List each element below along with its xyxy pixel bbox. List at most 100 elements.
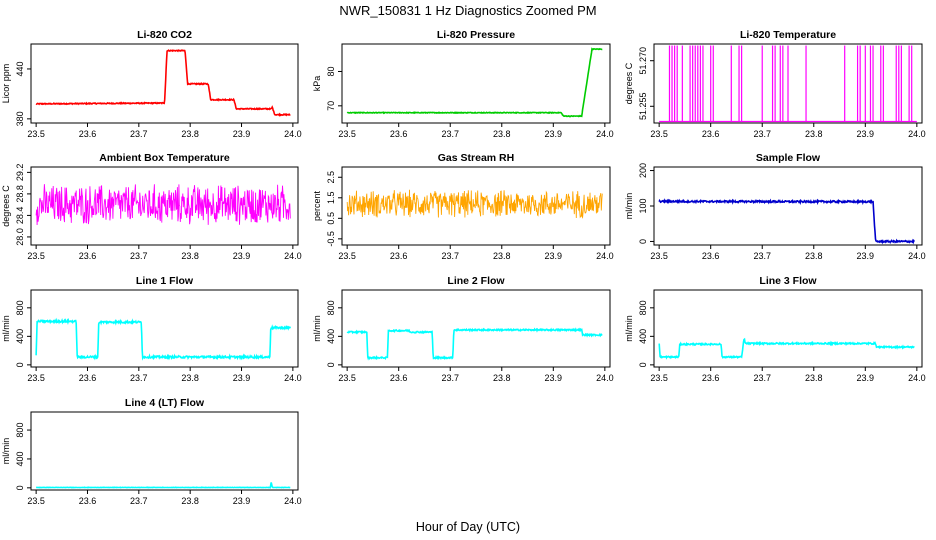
y-tick-label: 440 [15, 61, 25, 76]
y-tick-label: 800 [326, 300, 336, 315]
panel-title: Li-820 Temperature [740, 29, 836, 41]
series-line [36, 482, 291, 489]
y-tick-label: 400 [15, 329, 25, 344]
data-area [658, 198, 915, 245]
x-tick-label: 23.9 [545, 129, 563, 139]
y-tick-label: 0 [638, 362, 648, 367]
panel-4: Ambient Box Temperature degrees C 23.5 23.6… [1, 152, 302, 261]
y-tick-label: 380 [15, 111, 25, 126]
panel-title: Gas Stream RH [438, 152, 514, 164]
x-tick-label: 24.0 [596, 251, 614, 261]
plot-frame [30, 43, 299, 124]
panel-9: Line 3 Flow ml/min 23.5 23.6 23.7 23.8 23.9 24.… [624, 275, 926, 383]
data-area [35, 49, 291, 117]
y-tick-label: 28.8 [15, 185, 25, 203]
y-tick-label: 51.270 [638, 47, 648, 75]
y-tick-label: 29.2 [15, 164, 25, 182]
x-tick-label: 23.8 [181, 251, 199, 261]
series-line [346, 327, 603, 361]
x-tick-label: 23.9 [233, 251, 251, 261]
x-tick-label: 23.7 [753, 251, 771, 261]
x-tick-label: 24.0 [908, 129, 926, 139]
panel-title: Line 3 Flow [759, 275, 817, 287]
x-tick-label: 23.5 [27, 496, 45, 506]
x-tick-label: 23.8 [493, 129, 511, 139]
plot-frame [653, 43, 923, 124]
data-area [35, 317, 292, 361]
plot-frame [653, 166, 923, 246]
y-axis-label: Licor ppm [1, 64, 11, 104]
x-tick-label: 23.9 [545, 251, 563, 261]
panel-title: Line 4 (LT) Flow [125, 397, 205, 409]
y-tick-label: 200 [638, 163, 648, 178]
x-tick-label: 23.5 [27, 251, 45, 261]
series-line [35, 184, 291, 226]
plot-frame [30, 166, 299, 246]
x-tick-label: 23.7 [130, 496, 148, 506]
panel-title: Sample Flow [756, 152, 821, 164]
x-tick-label: 24.0 [284, 129, 302, 139]
data-area [346, 327, 603, 361]
y-tick-label: 2.5 [326, 171, 336, 184]
x-tick-label: 24.0 [284, 373, 302, 383]
y-tick-label: 800 [15, 423, 25, 438]
series-line [658, 337, 915, 360]
y-tick-label: 80 [326, 66, 336, 76]
x-tick-label: 23.7 [753, 373, 771, 383]
x-tick-label: 23.9 [857, 129, 875, 139]
series-line [658, 198, 915, 245]
panel-7: Line 1 Flow ml/min 23.5 23.6 23.7 23.8 23.9 24.… [1, 275, 302, 383]
y-tick-label: 800 [15, 300, 25, 315]
y-tick-label: 0 [326, 362, 336, 367]
y-axis-label: percent [312, 190, 322, 221]
plot-frame [653, 289, 923, 368]
data-area [346, 47, 603, 118]
x-tick-label: 23.5 [338, 129, 356, 139]
panel-1: Li-820 CO2 Licor ppm 23.5 23.6 23.7 23.8 23.9 2… [1, 29, 302, 139]
x-tick-label: 23.6 [390, 129, 408, 139]
x-tick-label: 23.7 [441, 251, 459, 261]
data-area [346, 189, 603, 219]
y-axis-label: ml/min [1, 438, 11, 465]
x-tick-label: 23.6 [390, 373, 408, 383]
panel-3: Li-820 Temperature degrees C 23.5 23.6 23.7 2… [624, 29, 926, 139]
x-tick-label: 23.6 [390, 251, 408, 261]
plot-frame [30, 289, 299, 368]
y-axis-label: degrees C [1, 185, 11, 227]
x-tick-label: 24.0 [908, 373, 926, 383]
x-tick-label: 24.0 [908, 251, 926, 261]
y-axis-label: ml/min [312, 315, 322, 342]
y-axis-label: ml/min [1, 315, 11, 342]
x-tick-label: 23.9 [545, 373, 563, 383]
y-tick-label: 100 [638, 198, 648, 213]
x-tick-label: 23.9 [857, 251, 875, 261]
x-tick-label: 23.6 [702, 373, 720, 383]
x-tick-label: 23.8 [805, 129, 823, 139]
x-tick-label: 23.5 [650, 129, 668, 139]
y-axis-label: ml/min [624, 193, 634, 220]
y-tick-label: 0 [15, 362, 25, 367]
x-tick-label: 23.7 [441, 373, 459, 383]
x-tick-label: 24.0 [596, 373, 614, 383]
x-tick-label: 23.8 [181, 373, 199, 383]
x-tick-label: 23.6 [79, 496, 97, 506]
x-tick-label: 23.8 [181, 129, 199, 139]
panel-title: Line 2 Flow [447, 275, 505, 287]
x-tick-label: 23.7 [130, 373, 148, 383]
x-tick-label: 23.8 [493, 251, 511, 261]
y-tick-label: 28.4 [15, 207, 25, 225]
data-area [36, 482, 291, 489]
y-tick-label: 28.0 [15, 228, 25, 246]
x-tick-label: 23.6 [79, 129, 97, 139]
panel-5: Gas Stream RH percent 23.5 23.6 23.7 23.8 23.9… [312, 152, 614, 261]
x-tick-label: 24.0 [284, 496, 302, 506]
panel-10: Line 4 (LT) Flow ml/min 23.5 23.6 23.7 23.8 23… [1, 397, 302, 506]
y-tick-label: 1.5 [326, 192, 336, 205]
panel-8: Line 2 Flow ml/min 23.5 23.6 23.7 23.8 23.9 24.… [312, 275, 614, 383]
y-axis-label: degrees C [624, 62, 634, 104]
y-tick-label: 400 [326, 329, 336, 344]
x-tick-label: 23.5 [27, 373, 45, 383]
panel-6: Sample Flow ml/min 23.5 23.6 23.7 23.8 23.9 24.… [624, 152, 926, 261]
x-tick-label: 23.7 [753, 129, 771, 139]
x-tick-label: 23.8 [493, 373, 511, 383]
